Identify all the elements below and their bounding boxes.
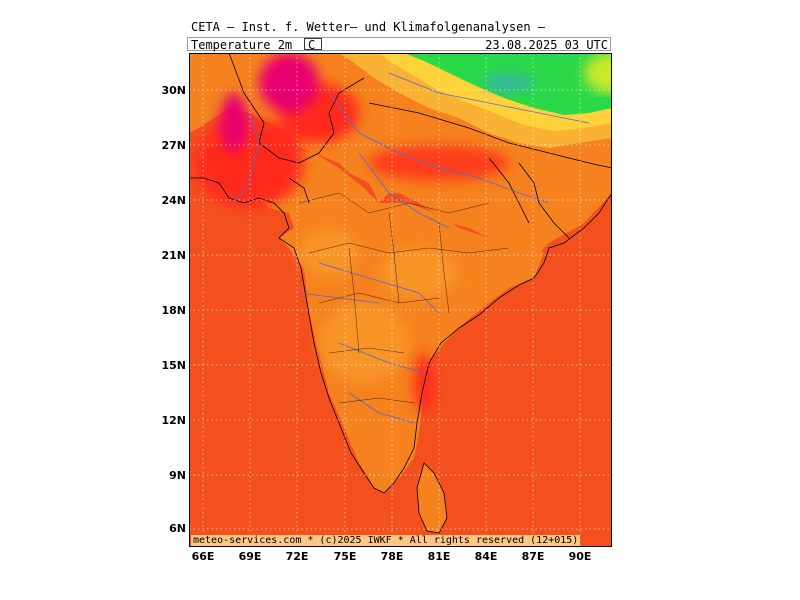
mild-patch-central [379, 248, 459, 298]
lon-label: 78E [380, 550, 404, 563]
lon-label: 66E [191, 550, 215, 563]
hot-zone-indus [194, 118, 304, 208]
parameter-label: Temperature 2m [191, 38, 293, 52]
lat-label: 15N [161, 359, 186, 372]
lat-label: 30N [161, 84, 186, 97]
temperature-map [189, 53, 612, 547]
lat-label: 18N [161, 304, 186, 317]
lon-label: 81E [427, 550, 451, 563]
lat-label: 9N [169, 469, 186, 482]
valid-time: 23.08.2025 03 UTC [485, 38, 608, 52]
unit-box [304, 38, 322, 50]
state-boundaries [298, 192, 510, 404]
lon-label: 84E [474, 550, 498, 563]
map-frame [189, 53, 612, 547]
mild-patch-deccan [319, 303, 409, 383]
tibet-yellow-green [584, 53, 612, 93]
very-hot-zone-sindh [220, 93, 248, 153]
lat-label: 27N [161, 139, 186, 152]
lat-lon-grid [189, 53, 612, 547]
river-lines [233, 72, 590, 424]
lat-label: 6N [169, 522, 186, 535]
lon-label: 87E [521, 550, 545, 563]
border-lines [228, 53, 612, 239]
subtitle-bar [187, 37, 611, 51]
lat-label: 24N [161, 194, 186, 207]
sri-lanka-coast [416, 462, 448, 534]
unit-label: C [308, 38, 316, 52]
copyright-credit: meteo-services.com * (c)2025 IWKF * All … [191, 535, 581, 546]
lon-label: 72E [285, 550, 309, 563]
very-hot-zone-balochistan [259, 53, 319, 113]
lat-label: 21N [161, 249, 186, 262]
map-title: CETA – Inst. f. Wetter– und Klimafolgena… [191, 20, 546, 34]
lon-label: 90E [568, 550, 592, 563]
tibet-blue-patch [484, 75, 534, 91]
lon-label: 69E [238, 550, 262, 563]
hot-zone-gangetic [369, 145, 509, 181]
sri-lanka-field [417, 463, 447, 533]
lat-label: 12N [161, 414, 186, 427]
lon-label: 75E [333, 550, 357, 563]
mild-patch-west [299, 228, 359, 278]
coastline [189, 177, 612, 494]
